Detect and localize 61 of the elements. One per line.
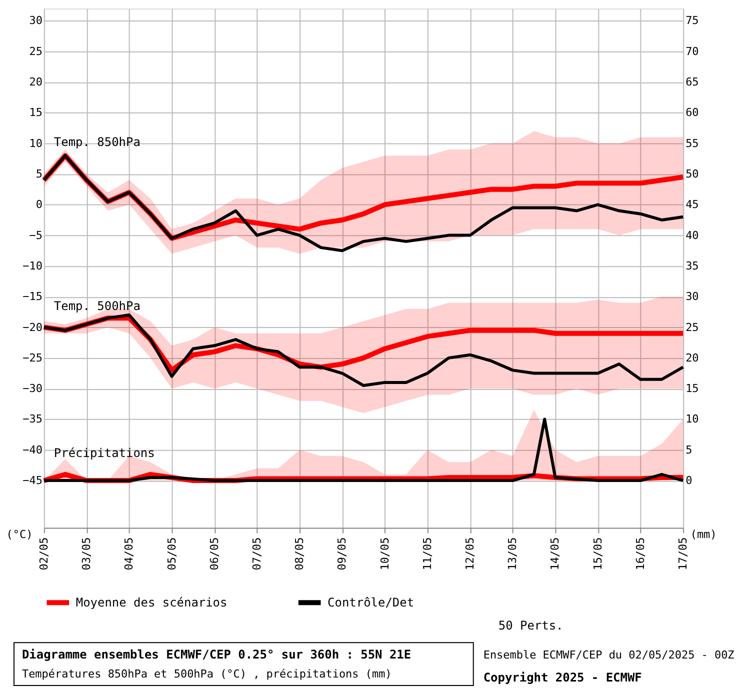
x-tick-label: 16/05 xyxy=(634,537,647,570)
text: Diagramme ensembles ECMWF/CEP 0.25° sur 360h : 55N 21E xyxy=(22,648,412,662)
y-tick-label: −35 xyxy=(22,412,42,426)
x-tick-label: 03/05 xyxy=(80,537,94,570)
x-tick-label: 05/05 xyxy=(165,537,178,570)
y-tick-label: 30 xyxy=(29,14,42,28)
x-tick-label: 02/05 xyxy=(37,537,50,570)
y-tick-label: 5 xyxy=(36,167,42,180)
annotation: Temp. 850hPa xyxy=(54,134,140,149)
y2-tick-label: 25 xyxy=(686,320,699,334)
y2-tick-label: 20 xyxy=(686,351,699,364)
legend-label: Contrôle/Det xyxy=(328,596,414,610)
y2-tick-label: 45 xyxy=(686,198,699,212)
x-tick-label: 10/05 xyxy=(378,537,392,570)
x-tick-label: 17/05 xyxy=(676,537,690,570)
y-tick-label: −20 xyxy=(22,320,42,334)
legend-label: Moyenne des scénarios xyxy=(76,596,228,610)
y2-tick-label: 65 xyxy=(686,76,699,89)
y-tick-label: 10 xyxy=(29,136,42,150)
y2-tick-label: 40 xyxy=(686,228,699,242)
y-tick-label: 25 xyxy=(29,44,42,58)
text: Températures 850hPa et 500hPa (°C) , précipitations (mm) xyxy=(22,668,392,681)
y2-tick-label: 5 xyxy=(686,443,692,456)
y-tick-label: −30 xyxy=(22,382,42,396)
y2-tick-label: 30 xyxy=(686,290,699,304)
x-tick-label: 07/05 xyxy=(250,537,264,570)
y2-tick-label: 50 xyxy=(686,167,699,180)
x-tick-label: 08/05 xyxy=(293,537,306,570)
x-tick-label: 09/05 xyxy=(336,537,349,570)
y-axis-title: (°C) xyxy=(6,528,33,542)
x-tick-label: 15/05 xyxy=(591,537,604,570)
y-tick-label: −40 xyxy=(22,443,42,456)
y-tick-label: −25 xyxy=(22,351,42,364)
y-tick-label: −15 xyxy=(22,290,42,304)
x-tick-label: 13/05 xyxy=(506,537,520,570)
text: Ensemble ECMWF/CEP du 02/05/2025 - 00Z xyxy=(483,648,735,662)
y2-tick-label: 75 xyxy=(686,14,699,28)
y2-tick-label: 15 xyxy=(686,382,699,396)
y2-tick-label: 10 xyxy=(686,412,699,426)
text: Copyright 2025 - ECMWF xyxy=(483,670,642,685)
x-tick-label: 12/05 xyxy=(464,537,477,570)
x-tick-label: 06/05 xyxy=(208,537,221,570)
y-tick-label: −45 xyxy=(22,474,42,488)
annotation: Temp. 500hPa xyxy=(54,299,140,314)
y2-tick-label: 35 xyxy=(686,259,699,272)
x-tick-label: 11/05 xyxy=(420,537,434,570)
y2-tick-label: 60 xyxy=(686,106,699,120)
y-tick-label: −5 xyxy=(29,228,42,242)
y2-tick-label: 0 xyxy=(686,474,692,488)
annotation: Précipitations xyxy=(54,446,155,460)
y2-tick-label: 55 xyxy=(686,136,699,150)
x-tick-label: 14/05 xyxy=(548,537,562,570)
y-tick-label: 15 xyxy=(29,106,42,120)
text: 50 Perts. xyxy=(498,618,564,633)
y2-axis-title: (mm) xyxy=(690,528,717,542)
x-tick-label: 04/05 xyxy=(122,537,136,570)
y-tick-label: 0 xyxy=(36,198,42,212)
y2-tick-label: 70 xyxy=(686,44,699,58)
y-tick-label: −10 xyxy=(22,259,42,272)
line-series xyxy=(42,314,685,388)
y-tick-label: 20 xyxy=(29,76,42,89)
